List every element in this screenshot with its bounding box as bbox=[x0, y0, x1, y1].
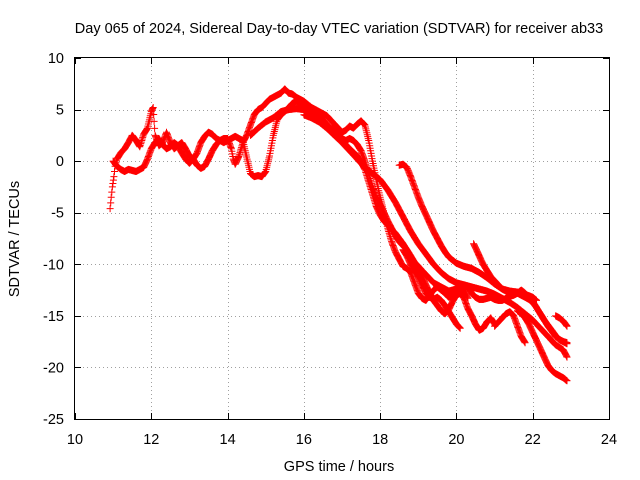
y-tick-label: -5 bbox=[51, 206, 64, 222]
x-tick-label: 22 bbox=[525, 432, 541, 448]
data-point bbox=[150, 111, 158, 118]
y-axis-label: SDTVAR / TECUs bbox=[7, 181, 23, 297]
data-point bbox=[150, 117, 158, 125]
y-tick-label: -20 bbox=[43, 360, 64, 376]
y-tick-label: -15 bbox=[43, 309, 64, 325]
data-point bbox=[107, 193, 115, 201]
y-tick-label: -10 bbox=[43, 257, 64, 273]
data-point bbox=[151, 124, 159, 132]
series-track bbox=[109, 97, 499, 334]
x-tick-label: 18 bbox=[372, 432, 388, 448]
data-point bbox=[108, 188, 116, 196]
x-tick-label: 14 bbox=[220, 432, 236, 448]
x-tick-label: 16 bbox=[296, 432, 312, 448]
data-point bbox=[110, 173, 118, 181]
y-tick-label: 10 bbox=[48, 51, 64, 67]
x-tick-label: 10 bbox=[67, 432, 83, 448]
data-point bbox=[149, 104, 157, 111]
x-tick-label: 24 bbox=[601, 432, 617, 448]
x-axis-label: GPS time / hours bbox=[284, 459, 394, 475]
y-tick-label: 5 bbox=[56, 103, 64, 119]
data-point bbox=[106, 205, 114, 213]
data-point bbox=[111, 168, 118, 175]
x-tick-label: 12 bbox=[143, 432, 159, 448]
chart-title: Day 065 of 2024, Sidereal Day-to-day VTE… bbox=[75, 21, 603, 37]
y-tick-label: -25 bbox=[43, 412, 64, 428]
y-tick-label: 0 bbox=[56, 154, 64, 170]
data-points bbox=[106, 85, 571, 385]
x-tick-label: 20 bbox=[448, 432, 464, 448]
